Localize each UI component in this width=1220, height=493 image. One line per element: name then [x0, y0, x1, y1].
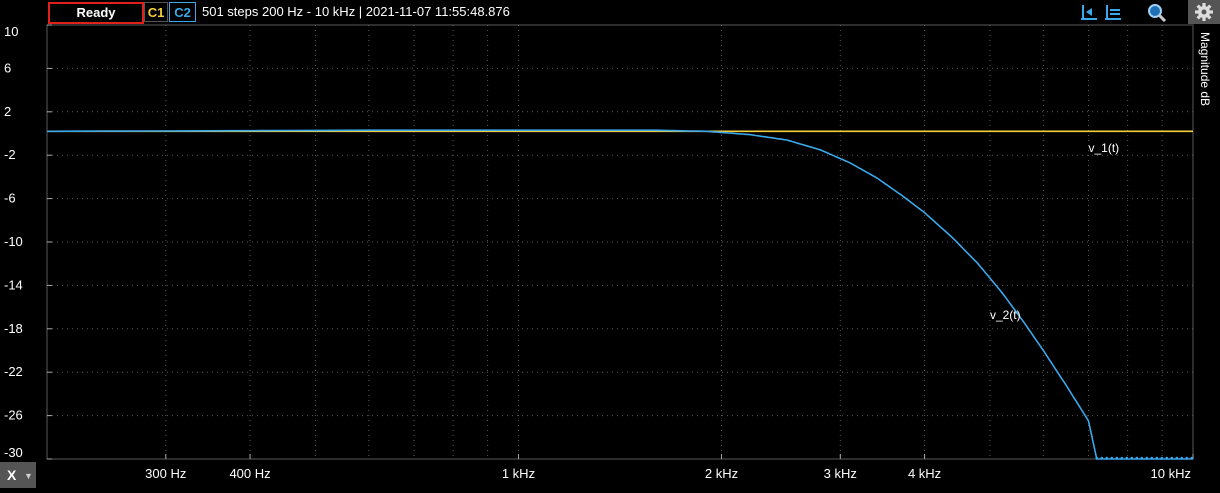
- y-tick-label: -6: [4, 191, 16, 206]
- x-tick-label: 1 kHz: [502, 466, 535, 481]
- plot-frame: [46, 24, 1194, 460]
- y-tick-label: -14: [4, 277, 23, 292]
- settings-button[interactable]: [1188, 0, 1220, 24]
- series-2-floor-point: [1155, 456, 1159, 460]
- series-2-floor-point: [1190, 456, 1194, 460]
- x-tick-label: 400 Hz: [229, 466, 270, 481]
- y-tick-label: -26: [4, 408, 23, 423]
- series-line-2: [46, 129, 1193, 460]
- y-tick-label: -22: [4, 364, 23, 379]
- magnitude-chart[interactable]: 10 6 2 -2 -6 -10 -14 -18 -22 -26 -30 300 Hz 400 Hz 1 …: [0, 24, 1194, 488]
- series-2-floor-point: [1165, 456, 1169, 460]
- plot-area[interactable]: 10 6 2 -2 -6 -10 -14 -18 -22 -26 -30 300 Hz 400 Hz 1 …: [0, 24, 1194, 493]
- y-tick-label: 2: [4, 104, 11, 119]
- series-2-floor-point: [1150, 456, 1154, 460]
- y-tick-label: -2: [4, 147, 16, 162]
- x-axis-menu[interactable]: X ▼: [0, 462, 36, 488]
- y-tick-label: -10: [4, 234, 23, 249]
- series-2-floor-point: [1115, 456, 1119, 460]
- series-2-floor-point: [1105, 456, 1109, 460]
- y-axis-label: Magnitude dB: [1198, 32, 1212, 107]
- series-2-floor-point: [1100, 456, 1104, 460]
- y-axis-title: Magnitude dB: [1196, 28, 1216, 148]
- series-2-floor-point: [1125, 456, 1129, 460]
- series-2-floor-point: [1170, 456, 1174, 460]
- x-tick-label: 2 kHz: [705, 466, 738, 481]
- series-2-floor-point: [1160, 456, 1164, 460]
- y-tick-label: -30: [4, 445, 23, 460]
- x-tick-label: 300 Hz: [145, 466, 186, 481]
- x-tick-label: 3 kHz: [824, 466, 857, 481]
- series-2-floor-point: [1185, 456, 1189, 460]
- channel-1-toggle[interactable]: C1: [144, 2, 168, 22]
- gear-icon: [1195, 3, 1213, 21]
- chevron-down-icon: ▼: [24, 471, 33, 481]
- channel-2-toggle[interactable]: C2: [169, 2, 196, 22]
- y-tick-label: 6: [4, 60, 11, 75]
- ready-button[interactable]: Ready: [48, 2, 144, 24]
- y-tick-label: -18: [4, 321, 23, 336]
- cursor-left-icon[interactable]: [1078, 2, 1100, 22]
- series-2-floor-point: [1175, 456, 1179, 460]
- x-tick-label: 10 kHz: [1151, 466, 1191, 481]
- x-tick-label: 4 kHz: [908, 466, 941, 481]
- toolbar: Ready C1 C2 501 steps 200 Hz - 10 kHz | …: [0, 0, 1220, 24]
- series-2-floor-point: [1110, 456, 1114, 460]
- status-text: 501 steps 200 Hz - 10 kHz | 2021-11-07 1…: [202, 4, 510, 19]
- y-tick-label: 10: [4, 24, 18, 39]
- series-2-floor-point: [1135, 456, 1139, 460]
- x-axis-menu-label: X: [7, 467, 17, 483]
- series-2-floor-point: [1120, 456, 1124, 460]
- series-label-2: v_2(t): [990, 308, 1021, 322]
- series-2-floor-point: [1180, 456, 1184, 460]
- cursor-right-icon[interactable]: [1102, 2, 1124, 22]
- zoom-icon[interactable]: [1146, 2, 1168, 23]
- series-2-floor-point: [1130, 456, 1134, 460]
- series-label-1: v_1(t): [1089, 141, 1120, 155]
- series-2-floor-point: [1095, 456, 1099, 460]
- series-2-floor-point: [1140, 456, 1144, 460]
- right-panel: [1194, 24, 1220, 464]
- series-2-floor-point: [1145, 456, 1149, 460]
